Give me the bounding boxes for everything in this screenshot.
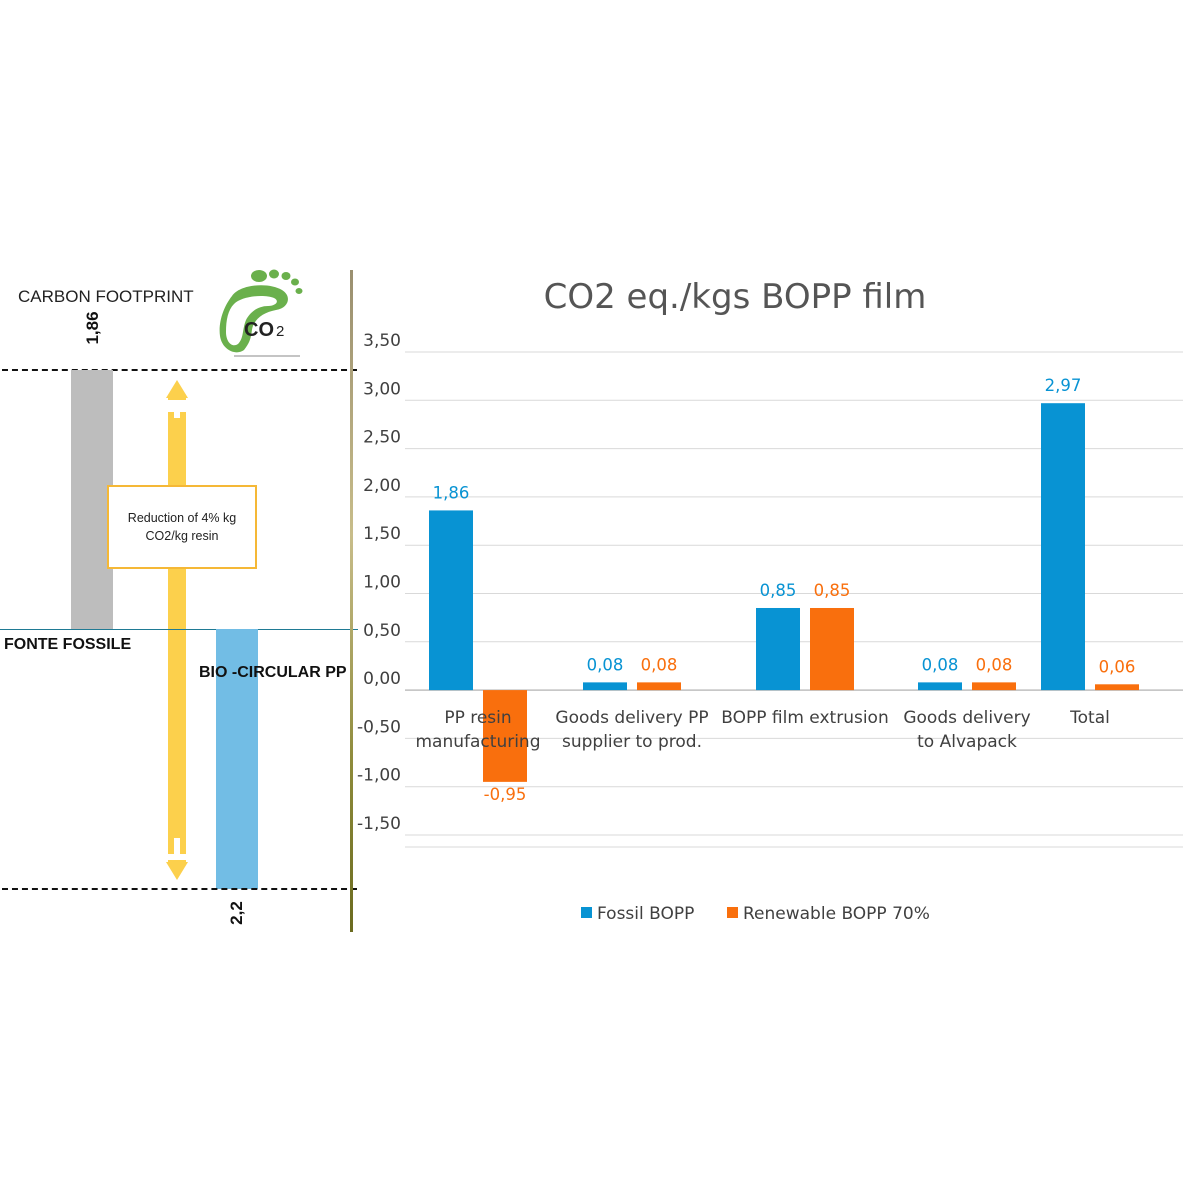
bio-circular-bar [216, 629, 258, 889]
category-label: BOPP film extrusion [721, 708, 888, 728]
data-label: 2,97 [1045, 376, 1082, 395]
data-label: 0,85 [814, 581, 851, 600]
legend-swatch [727, 907, 738, 918]
data-label: -0,95 [484, 785, 527, 804]
data-label: 0,85 [760, 581, 797, 600]
chart-title: CO2 eq./kgs BOPP film [544, 277, 927, 317]
bar-fossil [583, 682, 627, 691]
y-tick-label: -1,00 [357, 766, 401, 786]
bar-fossil [429, 510, 473, 691]
fossil-footprint-bar [71, 370, 113, 629]
bottom-dashed-line [2, 888, 357, 890]
bar-renewable [483, 690, 527, 782]
fossil-source-label: FONTE FOSSILE [4, 636, 132, 653]
data-label: 0,06 [1099, 657, 1136, 676]
category-label: Total [1069, 708, 1110, 728]
legend-label: Renewable BOPP 70% [743, 904, 930, 924]
bar-renewable [1095, 684, 1139, 691]
y-tick-label: 3,50 [363, 331, 401, 351]
y-tick-label: 1,00 [363, 573, 401, 593]
category-label: Goods delivery [903, 708, 1030, 728]
data-label: 1,86 [433, 483, 470, 502]
y-tick-label: 2,00 [363, 476, 401, 496]
reduction-callout: Reduction of 4% kg CO2/kg resin [107, 485, 257, 569]
category-label: Goods delivery PP [555, 708, 708, 728]
y-tick-label: -1,50 [357, 814, 401, 834]
reduction-text: Reduction of 4% kg CO2/kg resin [127, 511, 237, 543]
bar-renewable [810, 607, 854, 691]
category-label: to Alvapack [917, 732, 1017, 752]
bars: 1,86 0,08 0,85 0,08 2,97 -0,95 0,08 0,85 0,08 0,0… [429, 376, 1139, 804]
bio-circular-label: BIO -CIRCULAR PP [199, 664, 347, 681]
legend-swatch [581, 907, 592, 918]
data-label: 0,08 [976, 655, 1013, 674]
y-tick-label: 0,00 [363, 669, 401, 689]
y-tick-label: 1,50 [363, 524, 401, 544]
data-label: 0,08 [641, 655, 678, 674]
co2-logo-text: CO [244, 319, 274, 341]
carbon-footprint-panel: CARBON FOOTPRINT CO 2 1,86 [0, 0, 358, 1200]
legend-label: Fossil BOPP [597, 904, 694, 924]
category-label: supplier to prod. [562, 732, 702, 752]
bar-renewable [972, 682, 1016, 691]
top-dashed-line [2, 369, 357, 371]
co2-logo-subscript: 2 [276, 323, 285, 340]
y-tick-label: 2,50 [363, 428, 401, 448]
bar-renewable [637, 682, 681, 691]
carbon-footprint-title: CARBON FOOTPRINT [18, 287, 194, 306]
co2-footprint-logo: CO 2 [214, 264, 304, 359]
y-axis-ticks: 3,50 3,00 2,50 2,00 1,50 1,00 0,50 0,00 -0,50 -1,… [357, 331, 401, 834]
footprint-icon [219, 269, 303, 357]
y-tick-label: 3,00 [363, 379, 401, 399]
category-label: PP resin [444, 708, 511, 728]
bar-fossil [1041, 403, 1085, 691]
fossil-source-line [0, 629, 358, 630]
data-label: 0,08 [922, 655, 959, 674]
data-label: 0,08 [587, 655, 624, 674]
y-tick-label: 0,50 [363, 621, 401, 641]
legend: Fossil BOPP Renewable BOPP 70% [581, 904, 930, 924]
panel-divider [350, 270, 353, 932]
bar-fossil [918, 682, 962, 691]
category-labels: PP resin manufacturing Goods delivery PP su… [416, 708, 1110, 752]
y-tick-label: -0,50 [357, 717, 401, 737]
bar-fossil [756, 607, 800, 691]
category-label: manufacturing [416, 732, 541, 752]
